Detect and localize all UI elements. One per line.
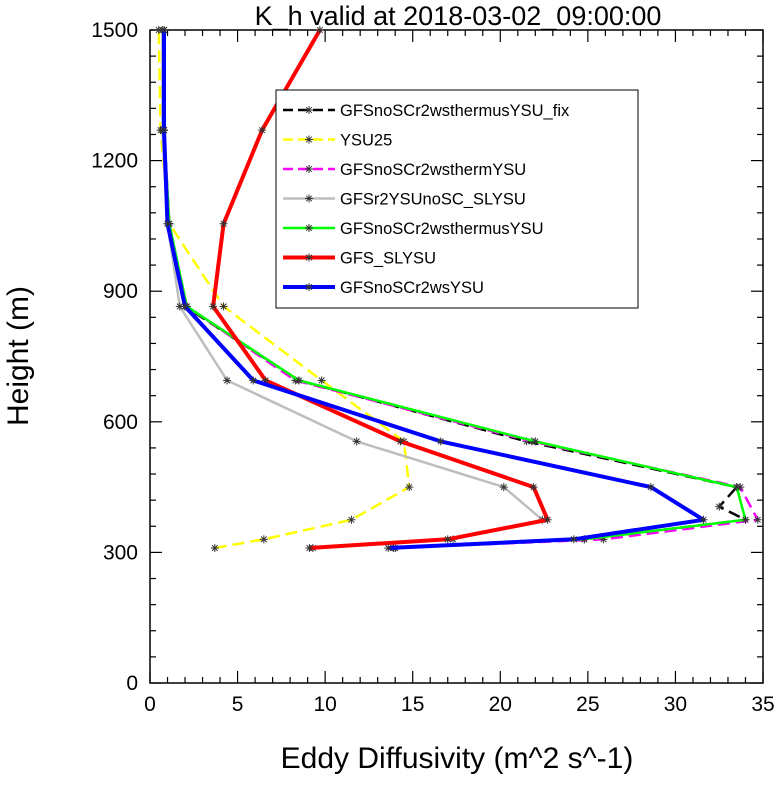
series-GFSnoSCr2wsYSU — [160, 26, 708, 553]
data-point — [347, 515, 356, 524]
y-tick-label: 600 — [103, 411, 138, 434]
plot-frame — [149, 29, 764, 684]
series-layer — [154, 26, 762, 553]
data-point — [317, 376, 326, 385]
data-point — [543, 515, 552, 524]
data-point — [699, 515, 708, 524]
x-tick-label: 5 — [232, 693, 244, 716]
data-point — [223, 376, 232, 385]
data-point — [294, 376, 303, 385]
data-point — [529, 483, 538, 492]
y-tick-label: 1200 — [91, 150, 138, 173]
legend-label: GFSnoSCr2wsthermYSU — [340, 161, 526, 179]
minor-ticks — [150, 30, 763, 683]
data-point — [163, 219, 172, 228]
series-line — [211, 28, 550, 550]
legend: GFSnoSCr2wsthermusYSU_fix YSU25 GFSnoSCr2w… — [275, 89, 639, 309]
legend-label: GFSnoSCr2wsthermusYSU — [340, 220, 544, 238]
data-point — [249, 376, 258, 385]
y-tick-label: 900 — [103, 280, 138, 303]
data-point — [181, 302, 190, 311]
legend-label: YSU25 — [340, 132, 392, 150]
y-tick-label: 0 — [126, 672, 138, 695]
data-point — [219, 219, 228, 228]
legend-label: GFSnoSCr2wsYSU — [340, 279, 484, 297]
x-tick-label: 0 — [144, 693, 156, 716]
legend-marker — [305, 253, 313, 262]
x-tick-label: 25 — [576, 693, 599, 716]
legend-marker — [305, 283, 313, 291]
x-tick-label: 30 — [664, 693, 687, 716]
y-tick-label: 1500 — [91, 19, 138, 42]
data-point — [258, 126, 267, 135]
data-point — [219, 302, 228, 311]
y-tick-label: 300 — [103, 541, 138, 564]
legend-marker — [305, 194, 313, 203]
x-tick-label: 10 — [313, 693, 336, 716]
x-tick-label: 35 — [751, 693, 774, 716]
series-GFS_SLYSU — [209, 26, 552, 553]
legend-marker — [305, 135, 313, 144]
data-point — [436, 437, 445, 446]
x-tick-label: 20 — [489, 693, 512, 716]
x-axis-label: Eddy Diffusivity (m^2 s^-1) — [281, 742, 634, 775]
data-point — [210, 544, 219, 553]
data-point — [753, 515, 762, 524]
legend-label: GFSnoSCr2wsthermusYSU_fix — [340, 102, 570, 120]
data-point — [315, 26, 324, 34]
x-tick-label: 15 — [401, 693, 424, 716]
data-point — [443, 535, 452, 544]
data-point — [396, 437, 405, 446]
legend-label: GFSr2YSUnoSC_SLYSU — [340, 191, 526, 209]
data-point — [160, 126, 169, 135]
legend-marker — [305, 106, 313, 114]
data-point — [259, 535, 268, 544]
data-point — [384, 544, 393, 553]
data-point — [646, 483, 655, 492]
series-line — [162, 30, 706, 550]
data-point — [352, 437, 361, 446]
data-point — [741, 515, 750, 524]
x-tick-labels: 0 5 10 15 20 25 30 35 — [144, 693, 775, 716]
data-point — [305, 544, 314, 553]
chart-title: K_h valid at 2018-03-02_09:00:00 — [255, 1, 662, 31]
y-tick-labels: 0 300 600 900 1200 1500 — [91, 19, 138, 695]
legend-marker — [305, 224, 313, 232]
legend-box — [275, 89, 639, 309]
data-point — [531, 437, 540, 446]
legend-label: GFS_SLYSU — [340, 250, 436, 268]
y-axis-label: Height (m) — [2, 286, 35, 426]
data-point — [499, 483, 508, 492]
major-ticks — [149, 29, 764, 684]
data-point — [569, 535, 578, 544]
legend-marker — [305, 165, 313, 173]
data-point — [175, 302, 184, 311]
data-point — [160, 26, 169, 34]
data-point — [405, 483, 414, 492]
data-point — [209, 302, 218, 311]
data-point — [732, 483, 741, 492]
data-point — [715, 502, 724, 511]
